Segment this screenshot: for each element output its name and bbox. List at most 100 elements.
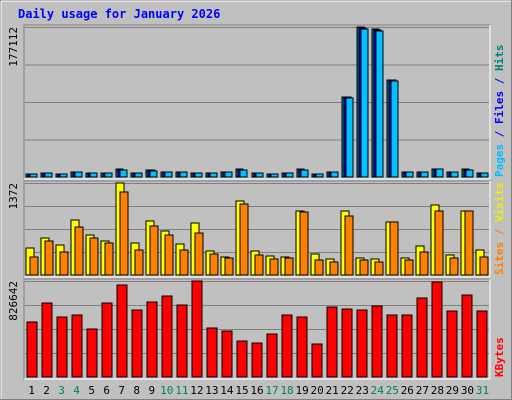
x-tick-label-day-11: 11 [175, 384, 188, 397]
bar-kbytes-day-24 [371, 305, 383, 378]
bar-kbytes-day-6 [101, 302, 113, 378]
bar-sites-day-11 [179, 249, 189, 276]
bar-kbytes-day-10 [161, 295, 173, 378]
bar-kbytes-day-2 [41, 302, 53, 378]
bar-pages-day-2 [44, 172, 53, 178]
bar-sites-day-26 [404, 259, 414, 276]
x-tick-label-day-2: 2 [43, 384, 50, 397]
bar-sites-day-7 [119, 191, 129, 276]
bar-kbytes-day-29 [446, 310, 458, 378]
legend-part: / [493, 124, 506, 144]
bar-pages-day-16 [255, 172, 264, 178]
x-tick-label-day-6: 6 [103, 384, 110, 397]
legend-part: / [493, 222, 506, 242]
chart-panels: 177112 Pages / Files / Hits 1372 Sites / Vi… [7, 24, 506, 380]
bar-kbytes-day-9 [146, 301, 158, 378]
bar-pages-day-5 [89, 172, 98, 178]
bar-kbytes-day-23 [356, 309, 368, 378]
legend-part: Files [493, 91, 506, 124]
bar-kbytes-day-5 [86, 328, 98, 378]
x-tick-label-day-23: 23 [356, 384, 369, 397]
x-tick-label-day-4: 4 [73, 384, 80, 397]
bar-kbytes-day-4 [71, 314, 83, 378]
bar-sites-day-22 [344, 215, 354, 276]
x-tick-label-day-29: 29 [446, 384, 459, 397]
x-tick-label-day-13: 13 [205, 384, 218, 397]
chart-title: Daily usage for January 2026 [18, 7, 220, 21]
bar-kbytes-day-18 [281, 314, 293, 378]
bar-pages-day-14 [224, 171, 233, 178]
bar-sites-day-27 [419, 251, 429, 276]
bar-pages-day-12 [194, 172, 203, 178]
bar-kbytes-day-19 [296, 316, 308, 378]
bar-sites-day-18 [284, 257, 294, 276]
bar-kbytes-day-1 [26, 321, 38, 378]
bar-sites-day-31 [479, 256, 489, 276]
bar-pages-day-3 [59, 173, 68, 178]
bar-sites-day-17 [269, 258, 279, 276]
legend-part: KBytes [493, 337, 506, 377]
x-tick-label-day-19: 19 [295, 384, 308, 397]
bar-kbytes-day-16 [251, 342, 263, 378]
bar-pages-day-26 [405, 171, 414, 178]
bar-pages-day-10 [164, 171, 173, 178]
bar-pages-day-23 [360, 28, 369, 178]
x-tick-label-day-10: 10 [160, 384, 173, 397]
bar-sites-day-10 [164, 234, 174, 276]
bar-kbytes-day-17 [266, 333, 278, 378]
bar-kbytes-day-26 [401, 314, 413, 378]
legend-label-visits: Sites / Visits [493, 182, 506, 275]
bar-pages-day-4 [74, 171, 83, 178]
x-tick-label-day-18: 18 [280, 384, 293, 397]
panel-hits: 177112 Pages / Files / Hits [7, 24, 506, 180]
bar-sites-day-2 [44, 240, 54, 276]
bar-pages-day-27 [420, 171, 429, 178]
bar-sites-day-23 [359, 259, 369, 276]
x-tick-label-day-14: 14 [220, 384, 234, 397]
x-tick-label-day-1: 1 [28, 384, 35, 397]
y-max-label-hits: 177112 [7, 27, 20, 67]
x-tick-label-day-12: 12 [190, 384, 203, 397]
bar-pages-day-18 [285, 172, 294, 178]
bar-sites-day-3 [59, 251, 69, 276]
bar-pages-day-9 [149, 170, 158, 178]
x-tick-label-day-30: 30 [461, 384, 474, 397]
bar-pages-day-1 [29, 173, 38, 178]
bar-sites-day-15 [239, 203, 249, 276]
bar-pages-day-21 [330, 171, 339, 178]
bar-kbytes-day-22 [341, 308, 353, 378]
bar-pages-day-30 [465, 169, 474, 178]
bar-sites-day-28 [434, 210, 444, 276]
bar-sites-day-16 [254, 254, 264, 276]
x-tick-label-day-26: 26 [401, 384, 414, 397]
bar-sites-day-25 [389, 221, 399, 276]
legend-label-kbytes: KBytes [493, 337, 506, 377]
bar-sites-day-20 [314, 259, 324, 276]
bar-kbytes-day-15 [236, 340, 248, 378]
bar-kbytes-day-21 [326, 306, 338, 378]
x-tick-label-day-7: 7 [118, 384, 125, 397]
x-tick-label-day-24: 24 [371, 384, 385, 397]
x-tick-label-day-17: 17 [265, 384, 278, 397]
x-tick-label-day-31: 31 [476, 384, 489, 397]
bar-kbytes-day-12 [191, 280, 203, 378]
y-max-label-visits: 1372 [7, 183, 20, 210]
bar-sites-day-6 [104, 242, 114, 276]
x-tick-label-day-27: 27 [416, 384, 429, 397]
bar-sites-day-30 [464, 210, 474, 276]
bar-kbytes-day-8 [131, 309, 143, 378]
bar-kbytes-day-3 [56, 316, 68, 378]
bar-pages-day-17 [270, 173, 279, 178]
bar-kbytes-day-7 [116, 284, 128, 378]
bar-pages-day-22 [345, 97, 354, 178]
x-axis-labels: 1 2 3 4 5 6 7 8 9 10 11 12 13 14 15 16 17 18 19 20 21 22 23 24 2… [28, 384, 489, 397]
x-tick-label-day-22: 22 [341, 384, 354, 397]
bar-sites-day-21 [329, 261, 339, 276]
bar-sites-day-5 [89, 237, 99, 276]
bar-sites-day-19 [299, 211, 309, 276]
bar-sites-day-14 [224, 257, 234, 276]
x-tick-label-day-16: 16 [250, 384, 263, 397]
x-tick-label-day-5: 5 [88, 384, 95, 397]
bar-kbytes-day-11 [176, 304, 188, 378]
